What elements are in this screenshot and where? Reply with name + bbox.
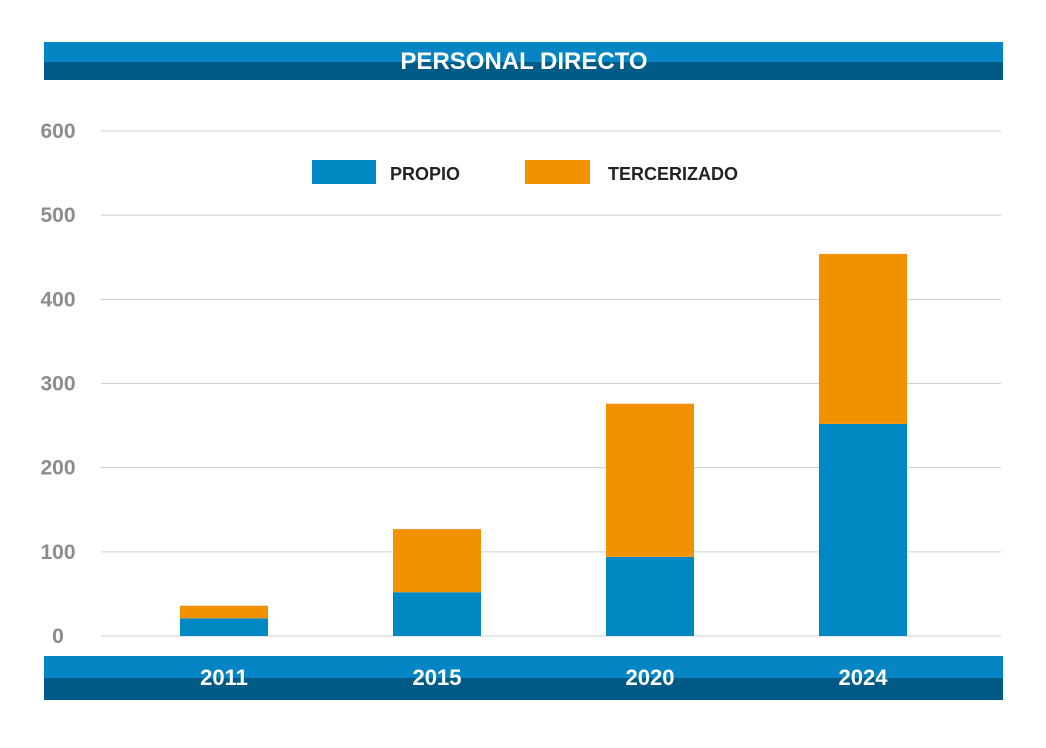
x-tick-label-2024: 2024 bbox=[839, 665, 889, 690]
bar-tercerizado-2024 bbox=[819, 254, 907, 424]
legend-swatch-tercerizado bbox=[525, 160, 590, 184]
y-axis-ticks: 0 100 200 300 400 500 600 bbox=[40, 120, 75, 648]
bar-propio-2015 bbox=[393, 592, 481, 636]
chart-title: PERSONAL DIRECTO bbox=[400, 48, 647, 75]
y-tick-label: 400 bbox=[40, 288, 75, 311]
bar-propio-2024 bbox=[819, 424, 907, 636]
legend-label-tercerizado: TERCERIZADO bbox=[608, 164, 738, 184]
x-tick-label-2020: 2020 bbox=[626, 665, 675, 690]
y-tick-label: 600 bbox=[40, 120, 75, 143]
bar-tercerizado-2015 bbox=[393, 529, 481, 592]
y-tick-label: 100 bbox=[40, 541, 75, 564]
bar-tercerizado-2011 bbox=[180, 606, 268, 619]
y-tick-label: 500 bbox=[40, 204, 75, 227]
x-tick-label-2011: 2011 bbox=[200, 665, 248, 690]
x-tick-label-2015: 2015 bbox=[413, 665, 462, 690]
legend-label-propio: PROPIO bbox=[390, 164, 460, 184]
bar-propio-2020 bbox=[606, 557, 694, 636]
legend: PROPIO TERCERIZADO bbox=[312, 160, 738, 184]
bar-propio-2011 bbox=[180, 618, 268, 636]
y-tick-label: 0 bbox=[52, 625, 64, 648]
title-band: PERSONAL DIRECTO bbox=[44, 42, 1003, 80]
legend-swatch-propio bbox=[312, 160, 376, 184]
bar-tercerizado-2020 bbox=[606, 404, 694, 557]
y-tick-label: 300 bbox=[40, 373, 75, 396]
bars bbox=[180, 254, 907, 636]
y-tick-label: 200 bbox=[40, 457, 75, 480]
